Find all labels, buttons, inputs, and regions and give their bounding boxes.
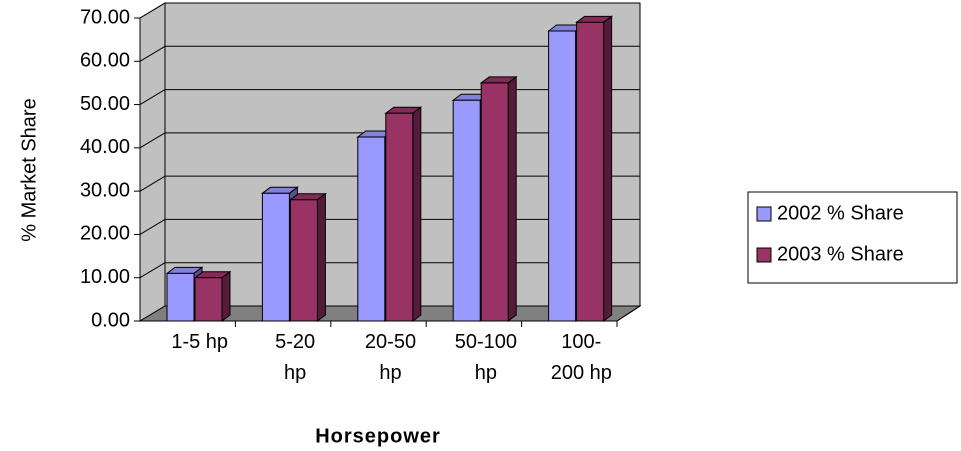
grid-line <box>139 262 166 279</box>
bar-front <box>452 99 481 322</box>
grid-line <box>139 89 166 106</box>
y-tick-label: 30.00 <box>80 179 130 201</box>
grid-line <box>139 175 166 192</box>
grid-line <box>139 132 166 149</box>
bar-side <box>603 15 613 322</box>
x-tick-label: 50-100 hp <box>454 331 518 384</box>
bar <box>288 192 327 322</box>
bar-side <box>412 106 422 322</box>
legend-label: 2003 % Share <box>777 243 904 265</box>
x-tick-label: 20-50 hp <box>364 331 417 384</box>
bar <box>193 270 232 322</box>
bar-front <box>385 112 414 322</box>
legend-label: 2002 % Share <box>777 202 904 224</box>
bar-front <box>166 272 195 322</box>
y-tick-label: 60.00 <box>80 50 130 72</box>
x-tick-label: 5-20 hp <box>275 331 316 384</box>
legend-swatch <box>756 206 772 222</box>
grid-line <box>139 218 166 235</box>
y-tick-label: 0.00 <box>91 309 130 331</box>
grid-line <box>139 45 166 62</box>
legend-swatch <box>756 247 772 263</box>
grid-line <box>139 2 166 19</box>
bar-side <box>221 270 231 322</box>
y-tick-label: 50.00 <box>80 93 130 115</box>
y-tick-label: 40.00 <box>80 136 130 158</box>
x-tick-label: 1-5 hp <box>171 331 229 353</box>
y-tick-label: 20.00 <box>80 223 130 245</box>
bar-front <box>194 277 223 322</box>
y-tick-label: 70.00 <box>80 6 130 28</box>
bar-front <box>261 192 290 322</box>
bar <box>575 15 614 322</box>
bar <box>479 75 518 322</box>
bar-side <box>507 75 517 322</box>
x-axis-title: Horsepower <box>315 425 441 447</box>
y-axis-title: % Market Share <box>18 98 40 241</box>
x-tick-label: 100- 200 hp <box>550 331 612 384</box>
side-wall <box>139 2 166 322</box>
bar-front <box>289 199 318 322</box>
bar-front <box>357 136 386 322</box>
bar-front <box>480 82 509 322</box>
bar-front <box>576 21 605 322</box>
bar-front <box>548 30 577 322</box>
x-axis <box>616 305 641 322</box>
bar-side <box>316 192 326 322</box>
legend <box>747 191 958 284</box>
bar <box>384 106 423 322</box>
y-tick-label: 10.00 <box>80 266 130 288</box>
